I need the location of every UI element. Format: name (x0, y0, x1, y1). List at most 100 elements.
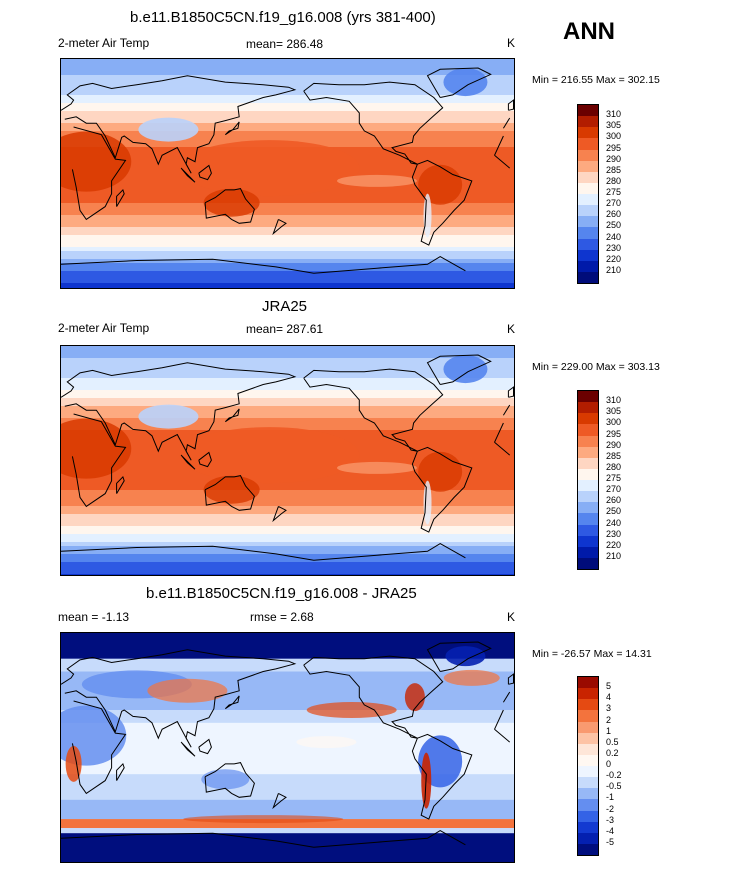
colorbar-swatch (578, 491, 598, 503)
contour-band (61, 546, 514, 551)
colorbar-tick-label: 290 (606, 439, 622, 450)
contour-band (61, 366, 514, 371)
contour-band (61, 514, 514, 519)
contour-patch (179, 427, 360, 484)
contour-band (61, 195, 514, 200)
coastline (61, 830, 466, 848)
contour-band (61, 414, 514, 419)
colorbar-swatch (578, 424, 598, 436)
contour-band (61, 506, 514, 511)
colorbar-tick-label: 4 (606, 692, 612, 703)
contour-band (61, 833, 514, 862)
contour-band (61, 510, 514, 515)
mean-label: mean= 286.48 (246, 37, 324, 51)
contour-band (61, 107, 514, 112)
contour-band (61, 259, 514, 264)
colorbar-swatch (578, 216, 598, 228)
contour-band (61, 358, 514, 363)
colorbar-swatch (578, 688, 598, 700)
obs-map (60, 345, 515, 576)
coastline (224, 695, 240, 710)
contour-band (61, 59, 514, 64)
colorbar-swatch (578, 260, 598, 272)
colorbar-swatch (578, 227, 598, 239)
panel-title: JRA25 (262, 298, 308, 315)
contour-patch (404, 683, 425, 712)
colorbar-swatch (578, 402, 598, 414)
contour-band (61, 526, 514, 531)
colorbar-tick-label: -4 (606, 825, 615, 836)
contour-patch (443, 68, 488, 97)
coastline (61, 256, 466, 274)
colorbar-tick-label: 0 (606, 759, 612, 769)
contour-band (61, 275, 514, 280)
contour-patch (445, 646, 486, 667)
colorbar-swatch (578, 810, 598, 822)
contour-band (61, 530, 514, 535)
contour-patch (423, 193, 432, 238)
colorbar-tick-label: 285 (606, 164, 622, 175)
coastline (224, 408, 240, 423)
coastline (71, 126, 511, 221)
colorbar-swatch (578, 502, 598, 514)
minmax-label: Min = -26.57 Max = 14.31 (532, 648, 652, 660)
contour-band (61, 231, 514, 236)
colorbar-tick-label: -5 (606, 836, 615, 847)
colorbar-tick-label: 260 (606, 495, 622, 506)
model-colorbar (577, 104, 599, 284)
coastline (272, 505, 287, 523)
colorbar-tick-label: 290 (606, 153, 622, 164)
contour-band (61, 67, 514, 72)
colorbar-swatch (578, 171, 598, 183)
colorbar-tick-label: 240 (606, 517, 622, 528)
season-label: ANN (563, 18, 615, 45)
colorbar-swatch (578, 832, 598, 844)
coastline (411, 446, 473, 533)
contour-patch (443, 355, 488, 384)
coastline (272, 218, 287, 236)
mean-label: mean= 287.61 (246, 322, 324, 336)
coastline (204, 762, 255, 798)
difference-field (61, 633, 514, 862)
coastline (198, 738, 212, 755)
contour-band (61, 386, 514, 391)
colorbar-tick-label: 210 (606, 264, 622, 275)
coastline (204, 475, 255, 511)
colorbar-tick-label: 2 (606, 714, 612, 725)
colorbar-tick-label: 300 (606, 417, 622, 428)
colorbar-swatch (578, 799, 598, 811)
panel-title: b.e11.B1850C5CN.f19_g16.008 (yrs 381-400… (130, 9, 436, 26)
contour-band (61, 123, 514, 128)
coastline (180, 167, 196, 183)
contour-patch (61, 131, 132, 192)
contour-band (61, 99, 514, 104)
contour-patch (418, 164, 463, 205)
contour-band (61, 239, 514, 244)
colorbar-swatch (578, 413, 598, 425)
contour-band (61, 486, 514, 491)
coastline (426, 641, 492, 672)
contour-band (61, 390, 514, 395)
colorbar-swatch (578, 182, 598, 194)
contour-band (61, 633, 514, 659)
colorbar-swatch (578, 105, 598, 117)
colorbar-tick-label: 210 (606, 550, 622, 561)
contour-band (61, 534, 514, 539)
contour-band (61, 87, 514, 92)
contour-band (61, 418, 514, 423)
colorbar-tick-label: 300 (606, 131, 622, 142)
obs-temperature-field (61, 346, 514, 575)
contour-patch (423, 480, 432, 525)
colorbar-swatch (578, 843, 598, 855)
colorbar-swatch (578, 480, 598, 492)
contour-band (61, 251, 514, 256)
colorbar-tick-label: 240 (606, 231, 622, 242)
colorbar-swatch (578, 677, 598, 689)
colorbar-tick-label: -3 (606, 814, 615, 825)
contour-band (61, 574, 514, 575)
contour-band (61, 211, 514, 216)
units-label: K (507, 610, 516, 624)
contour-band (61, 63, 514, 68)
contour-band (61, 115, 514, 120)
contour-band (61, 247, 514, 252)
